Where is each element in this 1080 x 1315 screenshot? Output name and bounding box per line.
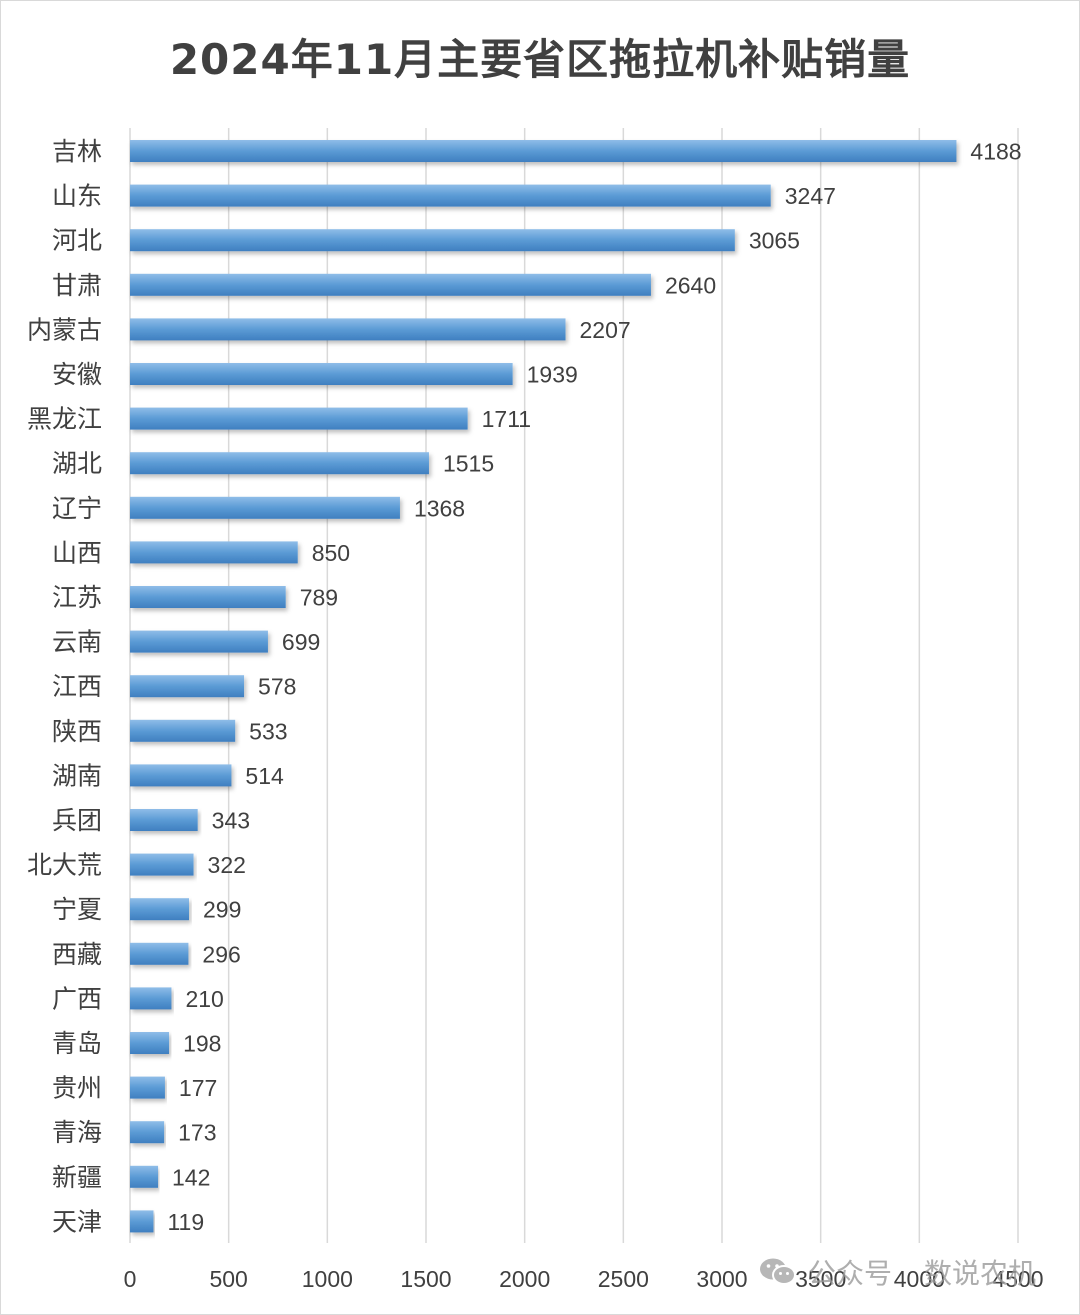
category-label: 甘肃: [52, 271, 102, 300]
bar: [130, 452, 429, 475]
data-label: 578: [258, 674, 296, 700]
bar: [130, 407, 468, 430]
x-tick-label: 3000: [696, 1266, 747, 1292]
bar: [130, 586, 286, 608]
data-label: 1939: [527, 362, 578, 388]
bars: [130, 140, 957, 1233]
watermark-name: 数说农机: [924, 1257, 1037, 1290]
data-label: 699: [282, 629, 320, 655]
data-label: 173: [178, 1120, 216, 1146]
bar: [130, 987, 172, 1010]
category-label: 黑龙江: [27, 405, 102, 434]
bar: [130, 719, 236, 742]
bar: [130, 1165, 159, 1188]
category-label: 湖南: [52, 761, 102, 790]
category-label: 天津: [52, 1207, 102, 1236]
category-label: 北大荒: [27, 851, 102, 880]
category-label: 江西: [52, 672, 102, 701]
category-label: 兵团: [52, 806, 102, 835]
category-label: 河北: [52, 226, 102, 255]
bar: [130, 853, 194, 876]
data-label: 1711: [482, 406, 531, 432]
category-label: 宁夏: [52, 895, 102, 924]
data-label: 119: [167, 1209, 204, 1235]
bar: [130, 496, 400, 519]
bar: [130, 363, 513, 385]
data-label: 533: [249, 718, 287, 744]
category-label: 山东: [52, 182, 102, 211]
bar: [130, 675, 245, 698]
x-tick-label: 500: [209, 1266, 247, 1292]
bar: [130, 140, 957, 162]
bar: [130, 1032, 170, 1054]
bar: [130, 942, 189, 965]
data-label: 322: [208, 852, 246, 878]
category-label: 湖北: [52, 449, 102, 478]
bar: [130, 1121, 165, 1144]
category-label: 山西: [52, 538, 102, 567]
watermark: 公众号 数说农机: [758, 1252, 1036, 1292]
x-tick-label: 1000: [302, 1266, 353, 1292]
category-label: 西藏: [52, 940, 102, 969]
category-label: 陕西: [52, 717, 102, 746]
bar: [130, 229, 735, 252]
data-label: 1515: [443, 451, 494, 477]
x-axis-ticks: 0 500 1000 1500 2000 2500 3000 3500 4000 4500: [124, 1266, 1044, 1292]
x-tick-label: 4500: [992, 1266, 1043, 1292]
data-label: 3247: [785, 183, 836, 209]
bar: [130, 1076, 165, 1099]
bar: [130, 184, 771, 207]
x-tick-label: 2000: [499, 1266, 550, 1292]
data-label: 789: [300, 585, 338, 611]
category-label: 安徽: [52, 360, 102, 389]
category-label: 新疆: [52, 1163, 102, 1192]
data-label: 2207: [580, 317, 631, 343]
category-label: 青海: [52, 1118, 102, 1147]
data-label: 198: [183, 1031, 221, 1057]
bar: [130, 809, 198, 831]
bar: [130, 1210, 154, 1233]
category-label: 吉林: [52, 137, 102, 166]
data-label: 142: [172, 1164, 210, 1190]
wechat-icon: [758, 1256, 798, 1288]
x-tick-label: 0: [124, 1266, 137, 1292]
category-label: 青岛: [52, 1029, 102, 1058]
data-label: 1368: [414, 495, 465, 521]
data-label: 210: [185, 986, 223, 1012]
data-label: 514: [245, 763, 284, 789]
data-label: 296: [202, 941, 240, 967]
x-tick-label: 2500: [598, 1266, 649, 1292]
data-label: 850: [312, 540, 350, 566]
bar: [130, 273, 651, 296]
chart-title: 2024年11月主要省区拖拉机补贴销量: [169, 35, 911, 84]
category-labels: 吉林山东河北甘肃内蒙古安徽黑龙江湖北辽宁山西江苏云南江西陕西湖南兵团北大荒宁夏西…: [27, 137, 102, 1236]
x-tick-label: 4000: [894, 1266, 945, 1292]
bar: [130, 764, 232, 787]
data-label: 2640: [665, 272, 716, 298]
x-tick-label: 1500: [400, 1266, 451, 1292]
x-tick-label: 3500: [795, 1266, 846, 1292]
category-label: 贵州: [52, 1074, 102, 1103]
data-label: 3065: [749, 228, 800, 254]
data-label: 177: [179, 1075, 217, 1101]
bar: [130, 898, 190, 921]
category-label: 云南: [52, 628, 102, 657]
data-label: 299: [203, 897, 241, 923]
data-label: 343: [212, 808, 250, 834]
data-label: 4188: [970, 139, 1021, 165]
category-label: 辽宁: [52, 494, 102, 523]
bar: [130, 630, 268, 653]
bar: [130, 541, 298, 564]
watermark-label: 公众号: [808, 1257, 893, 1290]
category-label: 广西: [52, 984, 102, 1013]
bar: [130, 318, 566, 341]
category-label: 内蒙古: [27, 315, 102, 344]
category-label: 江苏: [52, 583, 102, 612]
gridlines: [129, 128, 1019, 1243]
